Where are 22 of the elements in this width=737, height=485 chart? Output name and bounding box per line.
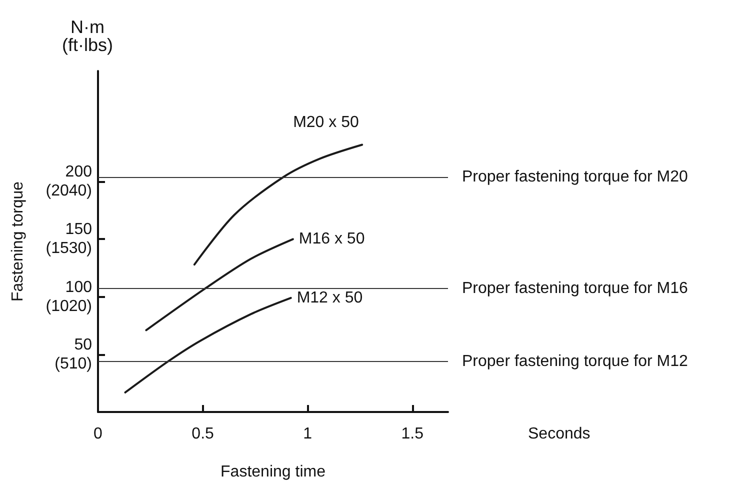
x-tick-label: 1.5 (401, 426, 424, 442)
y-tick-label: 100 (65, 278, 92, 296)
y2-tick-label: (510) (54, 355, 92, 372)
ref-line-label: Proper fastening torque for M12 (462, 352, 688, 370)
x-tick-label: 1 (303, 426, 312, 442)
x-tick-label: 0 (94, 426, 103, 442)
y-tick-label: 150 (65, 221, 92, 238)
series-label: M12 x 50 (296, 289, 363, 306)
y-tick-label: 200 (65, 164, 92, 181)
y2-tick-label: (1530) (46, 240, 92, 258)
x-axis-title: Fastening time (220, 464, 326, 480)
y-tick-label: 50 (74, 336, 92, 354)
ref-line-label: Proper fastening torque for M20 (462, 168, 688, 186)
series-label: M16 x 50 (298, 230, 365, 248)
text: N·m (ft·lbs) (62, 17, 113, 55)
series-label: M20 x 50 (293, 114, 359, 132)
ref-line-label: Proper fastening torque for M16 (462, 280, 688, 298)
y2-tick-label: (1020) (46, 298, 92, 315)
text: Seconds (528, 426, 590, 442)
y2-axis-title: Fastening torque (10, 181, 26, 302)
y2-tick-label: (2040) (46, 182, 92, 200)
x-tick-label: 0.5 (192, 426, 214, 442)
